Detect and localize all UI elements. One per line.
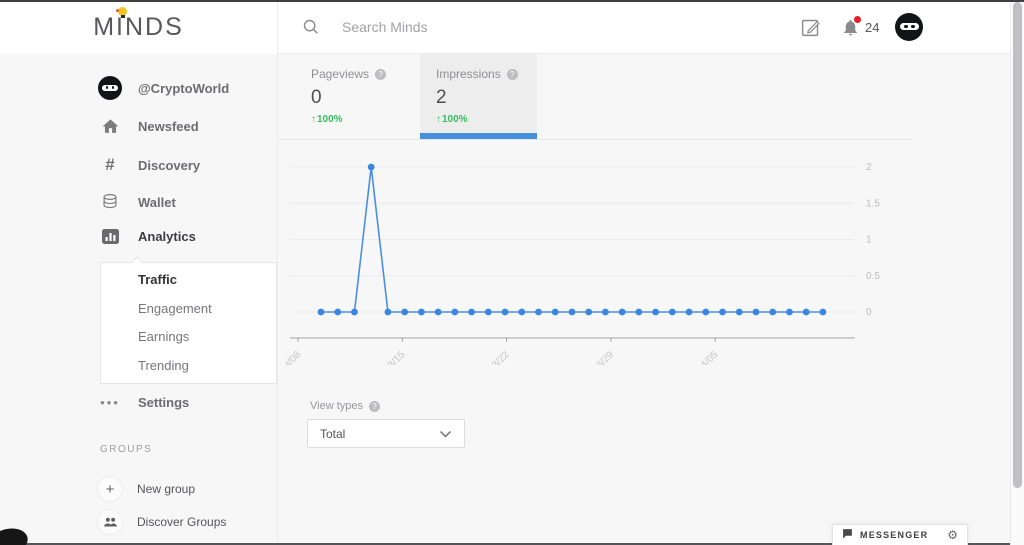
- sidebar-item-new-group[interactable]: + New group: [97, 476, 195, 502]
- search-bar: [302, 0, 642, 54]
- notification-badge-dot: [854, 15, 861, 23]
- chat-bubble-icon: [842, 526, 853, 544]
- tab-value: 2: [436, 87, 447, 108]
- view-types-label-row: View types: [310, 400, 380, 412]
- window-top-edge: [0, 0, 1024, 2]
- svg-text:0: 0: [866, 307, 872, 318]
- sidebar-item-settings[interactable]: ••• Settings: [96, 395, 189, 410]
- plus-icon: +: [97, 476, 123, 502]
- svg-text:03/22: 03/22: [486, 349, 512, 365]
- view-types-label: View types: [310, 400, 363, 412]
- metrics-tabs-row: Pageviews 0 ↑100% Impressions 2 ↑100%: [278, 54, 912, 140]
- bar-chart-icon: [96, 229, 124, 244]
- notifications-bell-icon[interactable]: [841, 15, 861, 37]
- sidebar-item-discovery[interactable]: # Discovery: [96, 155, 200, 175]
- tab-pageviews[interactable]: Pageviews 0 ↑100%: [295, 54, 420, 139]
- sidebar-item-discover-groups[interactable]: Discover Groups: [97, 509, 226, 535]
- svg-text:1.5: 1.5: [866, 198, 880, 209]
- tab-delta: ↑ 100%: [436, 114, 468, 125]
- svg-text:0.5: 0.5: [866, 271, 880, 282]
- logo-area: MINDS: [0, 0, 278, 54]
- chevron-down-icon: [439, 430, 452, 438]
- tab-label: Impressions: [436, 67, 501, 81]
- hashtag-icon: #: [105, 155, 115, 174]
- submenu-item-trending[interactable]: Trending: [138, 357, 189, 373]
- search-input[interactable]: [342, 19, 642, 35]
- home-icon: [96, 117, 124, 136]
- sidebar-item-wallet[interactable]: Wallet: [96, 192, 176, 212]
- top-bar: MINDS 24: [0, 0, 1010, 54]
- svg-text:03/15: 03/15: [382, 349, 408, 365]
- tab-label: Pageviews: [311, 67, 370, 81]
- submenu-item-earnings[interactable]: Earnings: [138, 329, 190, 344]
- help-icon[interactable]: [369, 400, 380, 412]
- tab-delta: ↑ 100%: [311, 114, 343, 125]
- minds-logo[interactable]: MINDS: [93, 6, 184, 42]
- search-icon: [302, 18, 320, 36]
- help-icon[interactable]: [506, 68, 518, 80]
- sidebar-item-analytics[interactable]: Analytics: [96, 229, 196, 244]
- sidebar-item-newsfeed[interactable]: Newsfeed: [96, 117, 199, 136]
- sidebar-item-label: Discover Groups: [137, 515, 227, 529]
- sidebar-item-user[interactable]: @CryptoWorld: [96, 76, 229, 100]
- submenu-item-engagement[interactable]: Engagement: [138, 300, 212, 316]
- window-bottom-edge: [0, 543, 1024, 545]
- view-types-dropdown[interactable]: Total: [307, 419, 465, 448]
- tab-impressions[interactable]: Impressions 2 ↑100%: [420, 54, 537, 139]
- help-icon[interactable]: [375, 68, 387, 80]
- notifications-count[interactable]: 24: [865, 19, 880, 35]
- svg-text:04/05: 04/05: [695, 349, 721, 365]
- svg-text:1: 1: [866, 235, 872, 246]
- sidebar-item-label: Analytics: [138, 229, 196, 244]
- ellipsis-icon: •••: [100, 395, 120, 410]
- sidebar-item-label: Settings: [138, 395, 190, 410]
- svg-text:2: 2: [866, 162, 872, 173]
- minds-logo-text: MINDS: [93, 12, 184, 41]
- tab-value: 0: [311, 87, 322, 108]
- analytics-submenu: Traffic Engagement Earnings Trending: [100, 256, 277, 384]
- impressions-line-chart: 0 0.5 1 1.5 2 03/08 03/15 03/22 03/29 04/05: [286, 162, 880, 365]
- scrollbar-thumb[interactable]: [1013, 2, 1022, 488]
- user-avatar[interactable]: [895, 13, 924, 41]
- compose-icon[interactable]: [800, 17, 821, 38]
- sidebar-username: @CryptoWorld: [138, 80, 230, 96]
- svg-text:03/08: 03/08: [286, 349, 303, 365]
- trend-up-icon: ↑: [311, 114, 316, 125]
- gear-icon[interactable]: ⚙: [947, 528, 958, 542]
- submenu-item-traffic[interactable]: Traffic: [138, 272, 178, 287]
- view-types-selected: Total: [320, 426, 346, 441]
- user-avatar-small: [96, 76, 124, 100]
- sidebar-item-label: Newsfeed: [138, 119, 199, 134]
- sidebar-item-label: Discovery: [138, 157, 201, 173]
- sidebar: @CryptoWorld Newsfeed # Discovery Wallet: [0, 54, 278, 545]
- sidebar-item-label: Wallet: [138, 194, 176, 210]
- sidebar-item-label: New group: [137, 482, 196, 496]
- coins-icon: [96, 192, 124, 212]
- people-icon: [97, 509, 123, 535]
- svg-text:03/29: 03/29: [591, 349, 617, 365]
- messenger-bar[interactable]: MESSENGER ⚙: [832, 524, 968, 545]
- groups-section-label: GROUPS: [100, 444, 153, 455]
- messenger-label: MESSENGER: [860, 530, 929, 540]
- header-actions: 24: [800, 0, 924, 54]
- lightbulb-icon: [116, 6, 128, 18]
- scrollbar-track[interactable]: [1010, 0, 1024, 545]
- trend-up-icon: ↑: [436, 114, 441, 125]
